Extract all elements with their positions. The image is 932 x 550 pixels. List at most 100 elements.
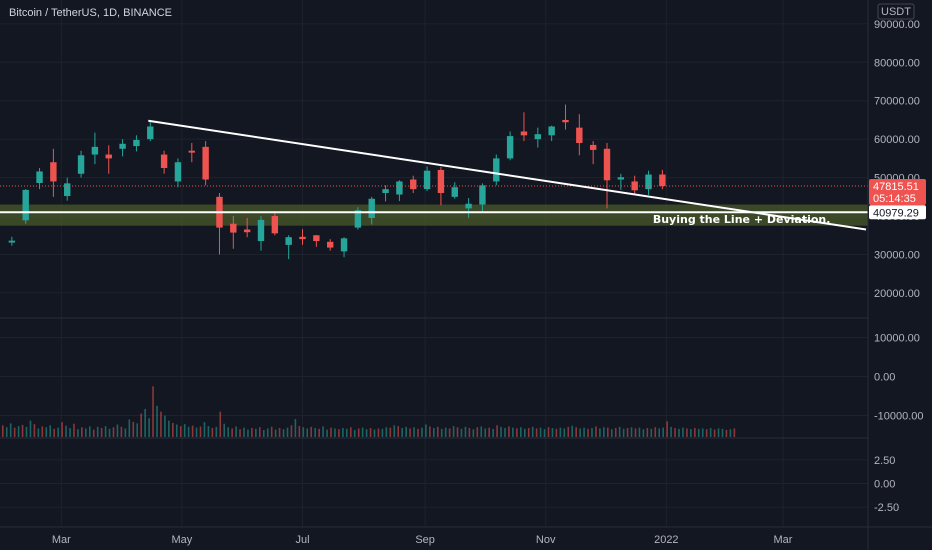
annotation-text: Buying the Line + Deviation. — [653, 213, 831, 226]
volume-bar-177 — [701, 428, 704, 437]
volume-bar-85 — [338, 429, 340, 437]
candle-body-23 — [326, 241, 334, 248]
volume-bar-62 — [247, 429, 249, 437]
volume-bar-48 — [191, 425, 194, 437]
candle-body-6 — [91, 146, 99, 155]
volume-bar-137 — [543, 429, 546, 437]
volume-bar-156 — [618, 426, 621, 437]
volume-bar-139 — [551, 428, 554, 437]
indicator-axis-ticks[interactable]: 2.50 0.00 -2.50 — [874, 455, 899, 514]
volume-bar-116 — [460, 428, 463, 437]
volume-bar-64 — [255, 428, 257, 437]
candle-body-8 — [119, 143, 126, 149]
chart-title: Bitcoin / TetherUS, 1D, BINANCE — [9, 7, 172, 19]
volume-bar-146 — [579, 428, 581, 437]
candle-body-7 — [105, 154, 112, 159]
volume-bar-160 — [634, 428, 637, 437]
drawing-overlays — [0, 119, 868, 231]
candle-body-18 — [257, 219, 265, 242]
volume-bar-39 — [156, 405, 158, 437]
volume-bar-28 — [112, 427, 115, 437]
volume-bar-27 — [108, 428, 111, 437]
volume-bar-34 — [136, 423, 139, 437]
volume-bar-96 — [381, 428, 384, 437]
candle-body-35 — [493, 158, 500, 182]
time-tick-4[interactable]: Nov — [536, 534, 556, 546]
volume-bar-31 — [124, 428, 127, 437]
candle-body-26 — [368, 198, 375, 218]
price-tick-6[interactable]: 30000.00 — [874, 249, 920, 261]
candle-body-9 — [133, 139, 140, 147]
volume-bar-164 — [650, 428, 653, 437]
volume-tick-0[interactable]: 10000.00 — [874, 333, 920, 345]
volume-bar-11 — [45, 427, 48, 437]
candle-body-40 — [562, 119, 569, 123]
volume-bar-140 — [555, 428, 558, 437]
volume-bar-152 — [603, 427, 605, 437]
price-candles[interactable] — [8, 104, 666, 260]
volume-bar-19 — [77, 429, 79, 437]
price-tick-3[interactable]: 60000.00 — [874, 134, 920, 146]
volume-bar-16 — [65, 425, 67, 437]
volume-bar-71 — [282, 429, 285, 437]
time-tick-0[interactable]: Mar — [52, 534, 71, 546]
volume-bar-99 — [393, 425, 396, 437]
price-tick-2[interactable]: 70000.00 — [874, 96, 920, 108]
volume-bar-63 — [251, 428, 253, 437]
volume-bar-163 — [646, 428, 649, 437]
indicator-tick-0[interactable]: 2.50 — [874, 455, 895, 467]
price-tick-7[interactable]: 20000.00 — [874, 288, 920, 300]
volume-bar-125 — [496, 425, 498, 437]
volume-bar-14 — [57, 427, 59, 437]
time-tick-5[interactable]: 2022 — [654, 534, 678, 546]
volume-bar-180 — [713, 429, 716, 437]
volume-bar-54 — [215, 426, 218, 437]
volume-axis-ticks[interactable]: 10000.00 0.00 -10000.00 — [874, 333, 924, 423]
volume-bar-46 — [183, 424, 186, 437]
volume-bar-81 — [322, 426, 324, 437]
volume-bar-40 — [160, 411, 162, 437]
volume-bar-104 — [413, 427, 415, 437]
candle-body-3 — [50, 162, 57, 182]
volume-tick-2[interactable]: -10000.00 — [874, 411, 924, 423]
price-tick-0[interactable]: 90000.00 — [874, 19, 920, 31]
candle-body-36 — [506, 136, 514, 159]
candle-body-28 — [396, 181, 403, 195]
currency-button[interactable]: USDT — [877, 3, 915, 20]
volume-bar-0 — [1, 425, 4, 437]
volume-bar-103 — [409, 428, 411, 437]
price-tick-1[interactable]: 80000.00 — [874, 57, 920, 69]
volume-bar-181 — [717, 428, 720, 437]
volume-bars[interactable] — [1, 386, 736, 437]
volume-bar-128 — [508, 426, 510, 437]
volume-bar-122 — [484, 428, 487, 437]
volume-bar-57 — [227, 427, 229, 437]
volume-bar-135 — [535, 428, 538, 437]
time-tick-3[interactable]: Sep — [415, 534, 435, 546]
volume-bar-142 — [563, 428, 566, 437]
volume-bar-167 — [662, 427, 664, 437]
time-tick-1[interactable]: May — [172, 534, 193, 546]
volume-bar-111 — [440, 428, 443, 437]
time-axis-ticks[interactable]: Mar May Jul Sep Nov 2022 Mar — [52, 534, 793, 546]
horizontal-line-value: 40979.29 — [873, 207, 919, 219]
indicator-tick-1[interactable]: 0.00 — [874, 479, 895, 491]
volume-bar-30 — [120, 426, 123, 437]
candle-body-42 — [589, 144, 597, 150]
currency-label[interactable]: USDT — [881, 6, 911, 18]
time-tick-2[interactable]: Jul — [295, 534, 309, 546]
candle-body-47 — [659, 174, 666, 187]
indicator-tick-2[interactable]: -2.50 — [874, 502, 899, 514]
trendline — [148, 119, 867, 231]
volume-bar-33 — [132, 421, 135, 437]
volume-bar-50 — [199, 426, 202, 437]
volume-bar-159 — [630, 427, 633, 437]
volume-tick-1[interactable]: 0.00 — [874, 372, 895, 384]
volume-bar-3 — [13, 427, 16, 437]
volume-bar-21 — [85, 428, 87, 437]
volume-bar-138 — [547, 427, 550, 437]
volume-bar-172 — [682, 427, 684, 437]
volume-bar-169 — [670, 426, 672, 437]
time-tick-6[interactable]: Mar — [774, 534, 793, 546]
volume-bar-52 — [207, 426, 210, 437]
